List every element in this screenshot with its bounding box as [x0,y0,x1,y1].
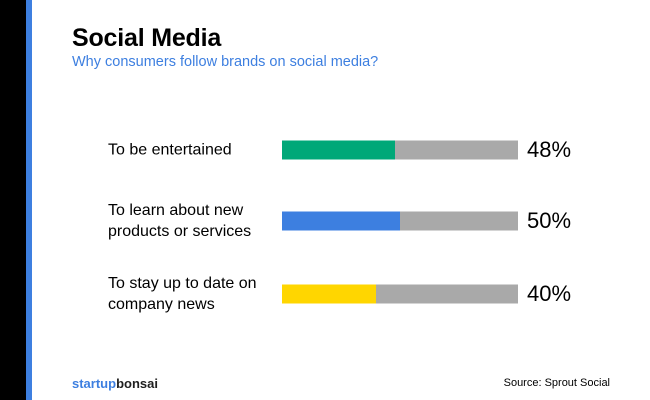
bar-category-label: To be entertained [108,140,278,161]
bar-track [282,140,518,160]
bar-value-label: 50% [527,208,572,233]
source-note: Source: Sprout Social [503,377,610,389]
bar-category-label-line: To learn about new [108,202,244,219]
left-edge-blue-stripe [26,0,32,400]
bar-fill [282,284,376,304]
bar-category-label-line: company news [108,296,215,313]
left-edge-black-stripe [0,0,26,400]
bar-track [282,284,518,304]
bar-row: To stay up to date on company news 40% [108,269,588,319]
chart-title: Social Media [72,24,222,52]
bar-row: To be entertained 48% [108,125,588,175]
bar-category-label-line: To be entertained [108,141,232,159]
bar-fill [282,211,400,231]
logo-bonsai-text: bonsai [116,376,158,391]
chart-subtitle: Why consumers follow brands on social me… [72,54,379,70]
logo-startup-text: startup [72,376,117,391]
bar-fill [282,140,395,160]
bar-category-label-line: To stay up to date on [108,275,257,292]
bar-row: To learn about new products or services 50… [108,196,588,246]
brand-logo: startupbonsai [72,376,158,391]
bar-category-label: To learn about new products or services [108,200,278,242]
bar-value-label: 48% [527,137,572,162]
bar-track [282,211,518,231]
bar-value-label: 40% [527,281,572,306]
bar-category-label-line: products or services [108,223,252,240]
bar-category-label: To stay up to date on company news [108,273,278,315]
